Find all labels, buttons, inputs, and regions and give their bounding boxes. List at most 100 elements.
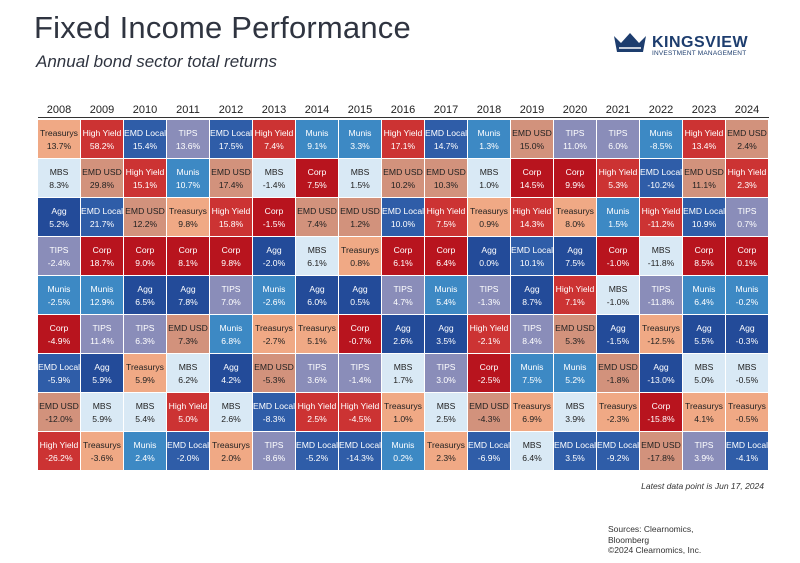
- cell-background: [253, 315, 295, 353]
- cell-background: [167, 159, 209, 197]
- cell-background: [167, 393, 209, 431]
- sector-label: EMD USD: [598, 362, 638, 372]
- return-cell: EMD Local 14.7%: [425, 120, 467, 158]
- cell-background: [210, 393, 252, 431]
- return-value: -1.0%: [607, 258, 630, 268]
- return-cell: EMD Local 21.7%: [81, 198, 123, 236]
- cell-background: [167, 237, 209, 275]
- cell-background: [253, 120, 295, 158]
- cell-background: [726, 354, 768, 392]
- return-value: 11.4%: [90, 336, 114, 346]
- return-cell: TIPS 3.6%: [296, 354, 338, 392]
- sector-label: High Yield: [470, 323, 509, 333]
- return-value: 21.7%: [90, 219, 115, 229]
- cell-background: [124, 393, 166, 431]
- cell-background: [296, 393, 338, 431]
- return-cell: Agg 5.2%: [38, 198, 80, 236]
- return-value: 12.2%: [133, 219, 158, 229]
- sector-label: Munis: [263, 284, 286, 294]
- cell-background: [296, 432, 338, 470]
- sector-label: Munis: [693, 284, 716, 294]
- sector-label: MBS: [437, 401, 456, 411]
- sector-label: EMD Local: [38, 362, 80, 372]
- cell-background: [296, 159, 338, 197]
- cell-background: [339, 159, 381, 197]
- return-value: -2.4%: [48, 258, 71, 268]
- return-value: 7.1%: [565, 297, 585, 307]
- return-value: 5.3%: [565, 336, 585, 346]
- return-value: 1.5%: [608, 219, 628, 229]
- cell-background: [124, 432, 166, 470]
- return-cell: Corp 14.5%: [511, 159, 553, 197]
- return-cell: EMD Local -6.9%: [468, 432, 510, 470]
- year-label: 2008: [47, 104, 71, 116]
- return-cell: EMD Local -5.2%: [296, 432, 338, 470]
- return-cell: Munis 6.4%: [683, 276, 725, 314]
- cell-background: [597, 354, 639, 392]
- return-value: 15.4%: [133, 141, 158, 151]
- return-cell: High Yield 15.8%: [210, 198, 252, 236]
- cell-background: [425, 354, 467, 392]
- return-cell: MBS 8.3%: [38, 159, 80, 197]
- sector-label: MBS: [222, 401, 241, 411]
- return-cell: Agg 2.6%: [382, 315, 424, 353]
- cell-background: [468, 432, 510, 470]
- cell-background: [640, 276, 682, 314]
- cell-background: [124, 315, 166, 353]
- cell-background: [382, 393, 424, 431]
- cell-background: [339, 432, 381, 470]
- year-label: 2024: [735, 104, 759, 116]
- return-cell: EMD USD 11.1%: [683, 159, 725, 197]
- sector-label: EMD Local: [296, 440, 338, 450]
- cell-background: [38, 276, 80, 314]
- year-label: 2016: [391, 104, 415, 116]
- return-value: 14.5%: [520, 180, 545, 190]
- return-value: 10.1%: [520, 258, 545, 268]
- return-cell: Treasurys 8.0%: [554, 198, 596, 236]
- return-cell: High Yield -2.1%: [468, 315, 510, 353]
- return-cell: Agg -1.5%: [597, 315, 639, 353]
- year-label: 2014: [305, 104, 329, 116]
- cell-background: [296, 237, 338, 275]
- return-cell: TIPS 13.6%: [167, 120, 209, 158]
- sector-label: Agg: [610, 323, 626, 333]
- year-label: 2012: [219, 104, 243, 116]
- return-cell: High Yield 7.1%: [554, 276, 596, 314]
- sector-label: EMD Local: [382, 206, 424, 216]
- return-value: 1.5%: [350, 180, 370, 190]
- sector-label: EMD Local: [511, 245, 553, 255]
- return-cell: EMD USD -17.8%: [640, 432, 682, 470]
- return-cell: TIPS -11.8%: [640, 276, 682, 314]
- sector-label: Munis: [564, 362, 587, 372]
- return-value: 2.3%: [737, 180, 757, 190]
- logo-name: KINGSVIEW: [652, 34, 749, 51]
- return-value: -4.9%: [48, 336, 71, 346]
- cell-background: [253, 159, 295, 197]
- sector-label: Corp: [566, 167, 585, 177]
- cell-background: [81, 432, 123, 470]
- sector-label: MBS: [308, 245, 327, 255]
- return-value: 5.3%: [608, 180, 628, 190]
- cell-background: [38, 237, 80, 275]
- sector-label: Munis: [306, 128, 329, 138]
- sector-label: EMD Local: [124, 128, 166, 138]
- return-cell: EMD Local 17.5%: [210, 120, 252, 158]
- return-value: 2.4%: [737, 141, 757, 151]
- cell-background: [210, 198, 252, 236]
- cell-background: [124, 198, 166, 236]
- return-value: -1.8%: [607, 375, 630, 385]
- return-value: 6.4%: [522, 453, 542, 463]
- return-cell: Munis -2.6%: [253, 276, 295, 314]
- return-cell: Munis 6.8%: [210, 315, 252, 353]
- return-value: -1.3%: [478, 297, 501, 307]
- return-value: 8.4%: [522, 336, 542, 346]
- return-cell: TIPS 6.0%: [597, 120, 639, 158]
- return-value: 5.2%: [565, 375, 585, 385]
- cell-background: [683, 120, 725, 158]
- cell-background: [468, 237, 510, 275]
- cell-background: [554, 120, 596, 158]
- return-cell: Agg 3.5%: [425, 315, 467, 353]
- return-cell: TIPS 3.9%: [683, 432, 725, 470]
- return-value: -8.3%: [263, 414, 286, 424]
- return-cell: EMD Local 3.5%: [554, 432, 596, 470]
